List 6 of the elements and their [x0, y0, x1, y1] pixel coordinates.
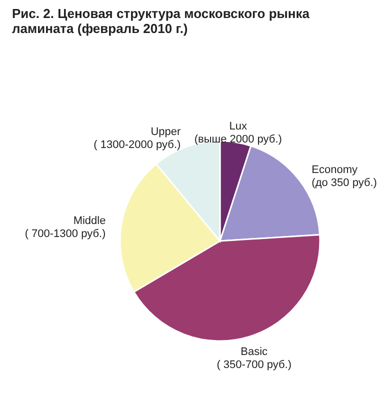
slice-label: Lux (выше 2000 руб.): [194, 120, 282, 146]
slice-label: Basic ( 350-700 руб.): [216, 346, 292, 371]
slice-label: Upper ( 1300-2000 руб.): [94, 126, 182, 151]
slice-label: Middle ( 700-1300 руб.): [24, 215, 106, 240]
slice-label: Economy (до 350 руб.): [312, 164, 377, 189]
chart-title: Рис. 2. Ценовая структура московского рынка ламината (февраль 2010 г.): [12, 6, 310, 36]
